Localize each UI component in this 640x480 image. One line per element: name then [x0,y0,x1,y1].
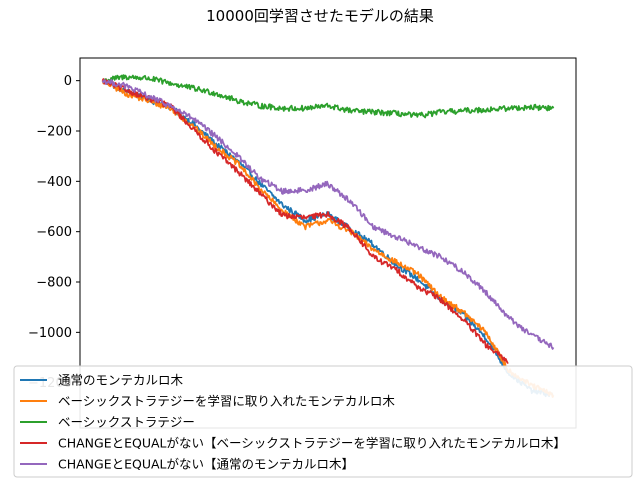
legend-box [13,365,633,478]
legend-label: 通常のモンテカルロ木 [58,373,184,388]
series-line-3 [102,74,555,119]
series-line-2 [101,78,555,398]
series-line-5 [101,79,555,350]
legend-label: CHANGEとEQUALがない【通常のモンテカルロ木】 [58,457,354,472]
y-axis: 0−200−400−600−800−1000−1200 [28,74,80,391]
legend-label: CHANGEとEQUALがない【ベーシックストラテジーを学習に取り入れたモンテカ… [58,436,566,451]
y-tick-label: 0 [64,74,72,89]
series-line-1 [101,78,554,398]
chart-title: 10000回学習させたモデルの結果 [206,7,434,25]
y-tick-label: −800 [36,276,72,291]
series-lines [101,74,555,398]
legend-label: ベーシックストラテジー [58,415,195,430]
y-tick-label: −400 [36,175,72,190]
legend: 通常のモンテカルロ木ベーシックストラテジーを学習に取り入れたモンテカルロ木ベーシ… [13,365,633,478]
y-tick-label: −200 [36,124,72,139]
series-line-4 [101,78,509,364]
y-tick-label: −1000 [28,326,72,341]
legend-label: ベーシックストラテジーを学習に取り入れたモンテカルロ木 [58,394,395,409]
y-tick-label: −600 [36,225,72,240]
